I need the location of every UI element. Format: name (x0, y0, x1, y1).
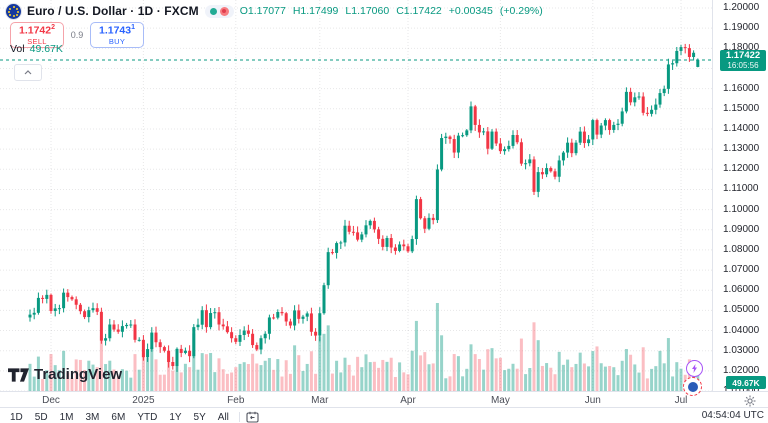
high-value: 1.17499 (300, 5, 339, 17)
price-axis-label: 1.13000 (723, 143, 760, 155)
price-axis-label: 1.18000 (723, 42, 760, 54)
price-axis-label: 1.03000 (723, 344, 760, 356)
time-axis-label-2025: 2025 (132, 395, 155, 406)
time-axis-label-may: May (490, 395, 510, 406)
volume-indicator-legend[interactable]: Vol 49.67K (10, 43, 63, 55)
sparkline-badge-icon[interactable] (686, 360, 703, 377)
candles (28, 43, 700, 372)
tradingview-watermark[interactable]: TradingView (8, 366, 122, 383)
time-axis-label-apr: Apr (400, 395, 416, 406)
price-axis-label: 1.10000 (723, 203, 760, 215)
price-axis-label: 1.20000 (723, 2, 760, 13)
change-value: +0.00345 (448, 5, 493, 17)
price-axis-label: 1.16000 (723, 82, 760, 94)
price-axis-label: 1.06000 (723, 284, 760, 296)
price-axis[interactable]: 1.17422 16:05:56 49.67K 1.20000 1.19000 1.… (712, 0, 768, 396)
grid-lines (0, 0, 712, 392)
gear-icon[interactable] (744, 394, 756, 412)
time-axis-label-jul: Jul (674, 395, 688, 406)
time-axis-label-mar: Mar (311, 395, 329, 406)
market-open-dot-icon (209, 7, 217, 15)
timeframe-6m[interactable]: 6M (111, 411, 126, 423)
price-axis-label: 1.14000 (723, 122, 760, 134)
price-axis-label: 1.01000 (723, 385, 759, 396)
session-clock[interactable]: 04:54:04 UTC (701, 410, 764, 421)
timeframe-1d[interactable]: 1D (10, 411, 23, 423)
timeframe-1m[interactable]: 1M (59, 411, 74, 423)
calendar-icon (246, 411, 259, 423)
time-axis-label-dec: Dec (42, 395, 60, 406)
ohlc-values: O1.17077 H1.17499 L1.17060 C1.17422 +0.0… (239, 5, 543, 17)
timeframe-all[interactable]: All (217, 411, 229, 423)
indicator-name: Vol (10, 43, 25, 55)
broker-badge-icon[interactable] (683, 377, 702, 396)
low-value: 1.17060 (351, 5, 390, 17)
price-axis-label: 1.08000 (723, 243, 760, 255)
collapse-pane-button[interactable] (14, 64, 42, 81)
price-axis-label: 1.19000 (723, 22, 760, 34)
bar-countdown: 16:05:56 (727, 60, 759, 70)
price-axis-label: 1.11000 (723, 183, 759, 195)
spread-value: 0.9 (70, 30, 84, 40)
sell-button[interactable]: 1.17422 SELL (10, 22, 64, 48)
chevron-up-icon (24, 70, 32, 75)
market-status-pill[interactable] (204, 4, 234, 18)
timeframe-5d[interactable]: 5D (34, 411, 48, 423)
toolbar-divider (238, 412, 240, 422)
timeframe-3m[interactable]: 3M (85, 411, 100, 423)
buy-button[interactable]: 1.17431 BUY (90, 22, 144, 48)
eu-flag-icon (6, 3, 21, 19)
close-value: 1.17422 (403, 5, 442, 17)
time-axis-label-feb: Feb (227, 395, 245, 406)
go-to-date-button[interactable] (246, 411, 259, 423)
price-axis-label: 1.05000 (723, 304, 760, 316)
price-axis-label: 1.02000 (723, 364, 760, 376)
timeframe-1y[interactable]: 1Y (169, 411, 182, 423)
bottom-toolbar: 1D 5D 1M 3M 6M YTD 1Y 5Y All 04:54:04 UTC (0, 407, 768, 423)
volume-bars (28, 302, 700, 391)
price-axis-label: 1.04000 (723, 324, 760, 336)
symbol-header: Euro / U.S. Dollar · 1D · FXCM O1.17077 … (6, 3, 543, 19)
indicator-value: 49.67K (29, 43, 63, 55)
change-percent: (+0.29%) (499, 5, 543, 17)
time-axis[interactable]: Dec 2025 Feb Mar Apr May Jun Jul (0, 391, 768, 408)
price-axis-label: 1.15000 (723, 102, 760, 114)
time-axis-label-jun: Jun (584, 395, 601, 406)
price-axis-label: 1.12000 (723, 163, 760, 175)
tradingview-logo-icon (8, 367, 29, 382)
price-axis-label: 1.07000 (723, 264, 760, 276)
timeframe-ytd[interactable]: YTD (137, 411, 158, 423)
symbol-title[interactable]: Euro / U.S. Dollar · 1D · FXCM (27, 4, 199, 18)
last-price-label: 1.17422 16:05:56 (720, 49, 766, 71)
open-value: 1.17077 (247, 5, 286, 17)
volume-axis-label: 49.67K (726, 376, 766, 389)
watermark-text: TradingView (34, 366, 123, 383)
timeframe-5y[interactable]: 5Y (193, 411, 206, 423)
price-axis-label: 1.09000 (723, 223, 760, 235)
alert-badge-icon (219, 6, 229, 16)
